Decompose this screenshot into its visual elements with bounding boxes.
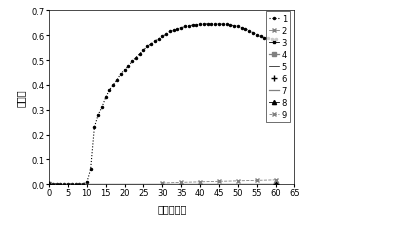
Line: 1: 1 xyxy=(47,23,278,186)
9 xyxy=(198,181,202,183)
1 xyxy=(47,183,52,185)
9 xyxy=(273,179,278,181)
9 xyxy=(236,180,240,182)
9 xyxy=(254,179,259,182)
9 xyxy=(160,182,165,184)
1 xyxy=(167,31,172,34)
1 xyxy=(92,126,97,129)
Legend: 1, 2, 3, 4, 5, 6, 7, 8, 9: 1, 2, 3, 4, 5, 6, 7, 8, 9 xyxy=(266,12,290,122)
1 xyxy=(201,24,206,26)
9 xyxy=(179,181,184,184)
1 xyxy=(126,66,131,68)
Y-axis label: 光吸値: 光吸値 xyxy=(16,89,26,107)
X-axis label: 时间（分）: 时间（分） xyxy=(157,203,187,213)
1 xyxy=(99,106,104,109)
1 xyxy=(273,39,278,42)
1 xyxy=(182,26,187,29)
9 xyxy=(216,180,221,183)
1 xyxy=(247,30,252,33)
Line: 9: 9 xyxy=(160,178,278,185)
